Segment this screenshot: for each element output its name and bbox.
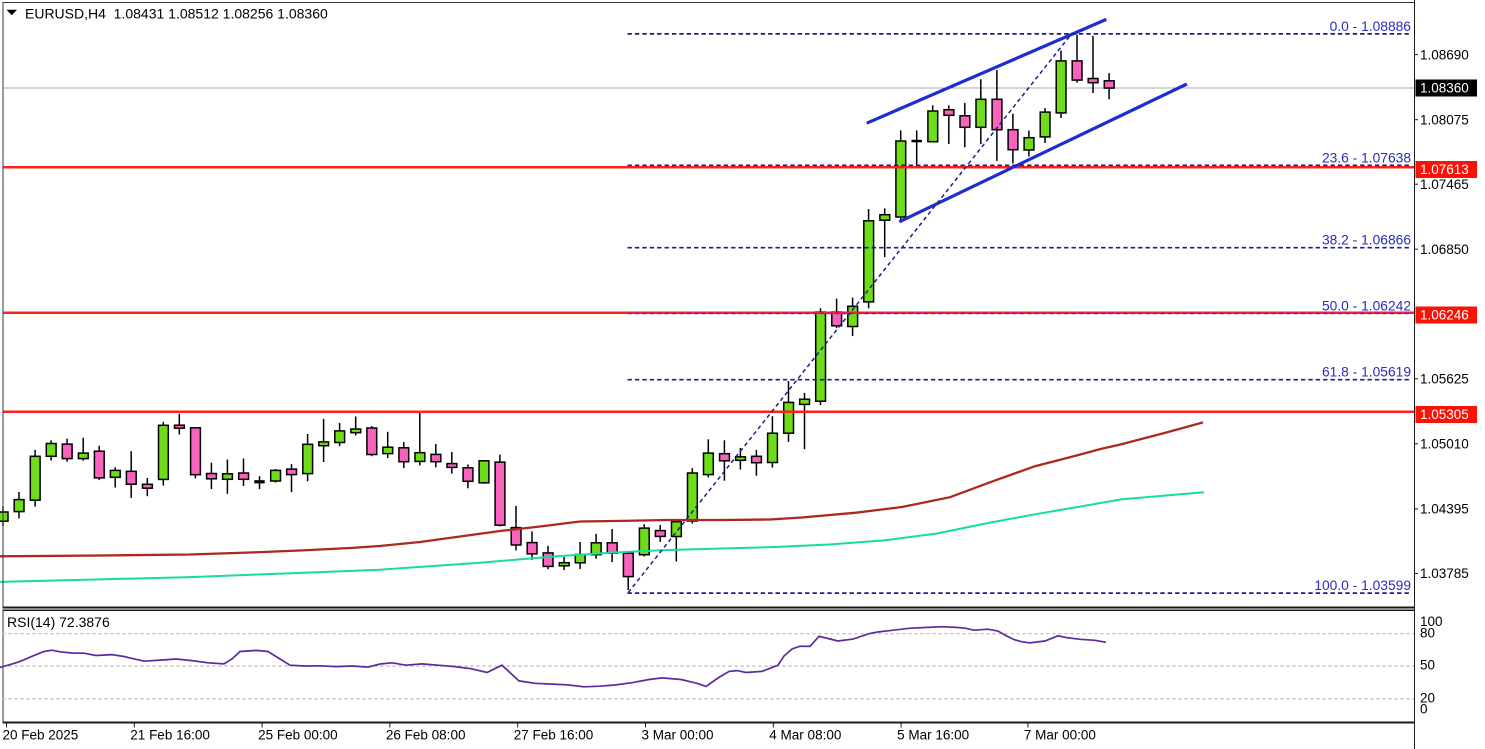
svg-text:0.0 - 1.08886: 0.0 - 1.08886 [1330, 19, 1412, 34]
svg-text:1.04395: 1.04395 [1420, 502, 1469, 517]
svg-text:100.0 - 1.03599: 100.0 - 1.03599 [1314, 578, 1411, 593]
svg-text:20 Feb 2025: 20 Feb 2025 [3, 728, 79, 743]
svg-text:0: 0 [1420, 702, 1428, 717]
svg-text:27 Feb 16:00: 27 Feb 16:00 [514, 728, 594, 743]
svg-text:50.0 - 1.06242: 50.0 - 1.06242 [1322, 298, 1411, 313]
svg-text:100: 100 [1420, 614, 1443, 629]
svg-text:EURUSD,H4 1.08431 1.08512 1.0: EURUSD,H4 1.08431 1.08512 1.08256 1.0836… [25, 6, 328, 22]
svg-text:5 Mar 16:00: 5 Mar 16:00 [897, 728, 969, 743]
svg-text:1.07613: 1.07613 [1420, 162, 1469, 177]
svg-text:80: 80 [1420, 625, 1435, 640]
svg-text:1.05625: 1.05625 [1420, 372, 1469, 387]
svg-text:1.06850: 1.06850 [1420, 242, 1469, 257]
svg-text:1.08690: 1.08690 [1420, 47, 1469, 62]
svg-text:23.6 - 1.07638: 23.6 - 1.07638 [1322, 150, 1411, 165]
svg-text:21 Feb 16:00: 21 Feb 16:00 [130, 728, 210, 743]
svg-text:1.07465: 1.07465 [1420, 177, 1469, 192]
svg-text:4 Mar 08:00: 4 Mar 08:00 [769, 728, 841, 743]
svg-text:7 Mar 00:00: 7 Mar 00:00 [1024, 728, 1096, 743]
svg-text:1.05305: 1.05305 [1420, 407, 1469, 422]
svg-text:1.08360: 1.08360 [1420, 81, 1469, 96]
svg-text:38.2 - 1.06866: 38.2 - 1.06866 [1322, 233, 1411, 248]
svg-text:1.05010: 1.05010 [1420, 437, 1469, 452]
svg-text:26 Feb 08:00: 26 Feb 08:00 [386, 728, 466, 743]
svg-text:3 Mar 00:00: 3 Mar 00:00 [642, 728, 714, 743]
svg-text:1.06246: 1.06246 [1420, 308, 1469, 323]
svg-text:20: 20 [1420, 690, 1435, 705]
svg-text:25 Feb 00:00: 25 Feb 00:00 [258, 728, 338, 743]
svg-text:61.8 - 1.05619: 61.8 - 1.05619 [1322, 365, 1411, 380]
svg-text:50: 50 [1420, 657, 1435, 672]
svg-text:1.03785: 1.03785 [1420, 566, 1469, 581]
svg-text:RSI(14) 72.3876: RSI(14) 72.3876 [7, 614, 110, 630]
svg-text:1.08075: 1.08075 [1420, 112, 1469, 127]
